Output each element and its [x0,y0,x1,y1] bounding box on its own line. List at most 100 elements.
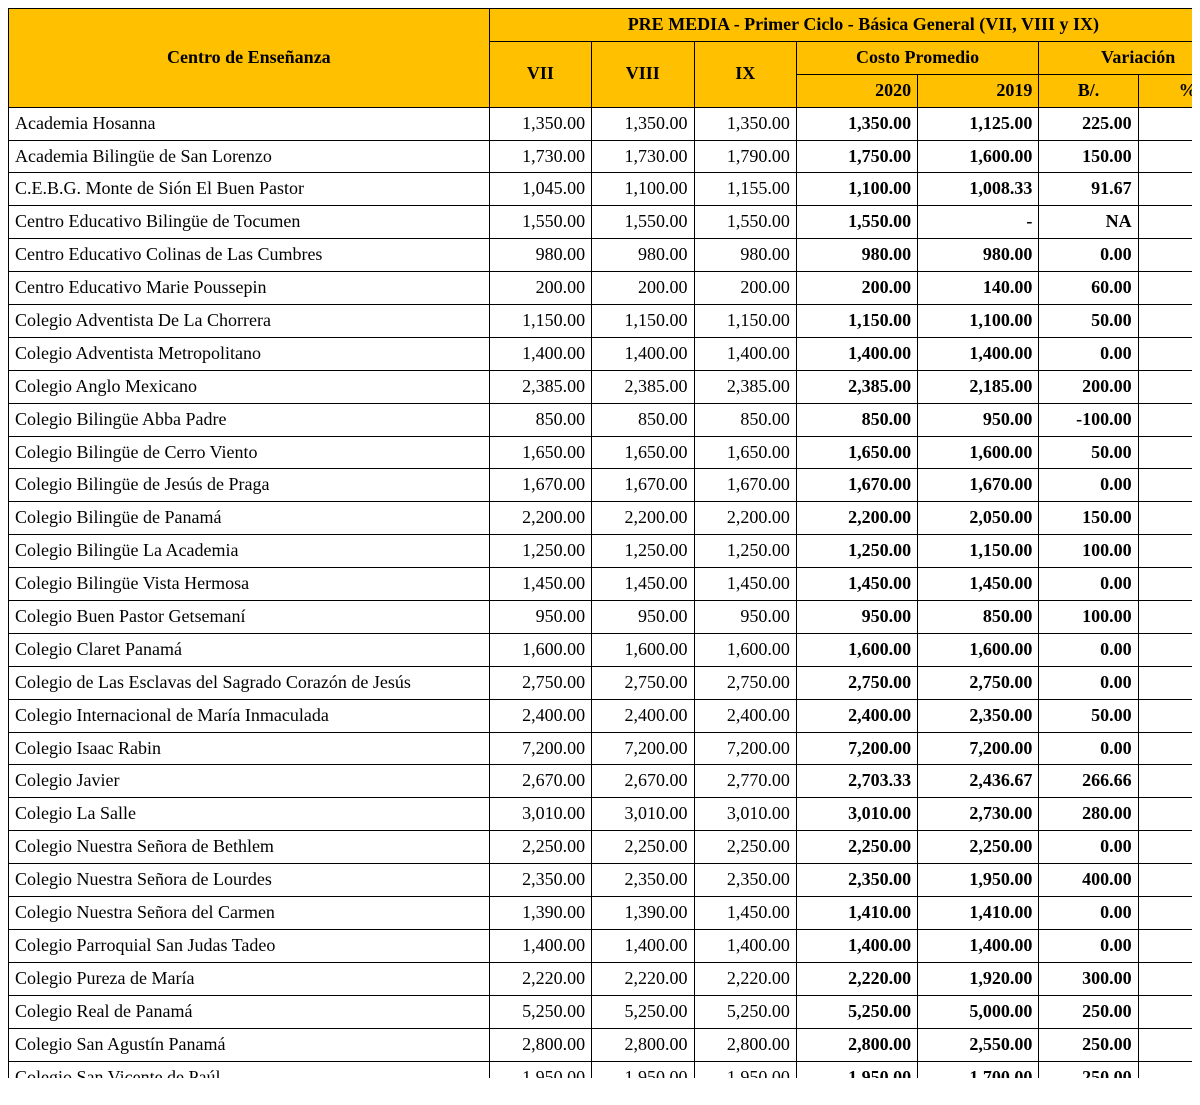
table-row: Colegio La Salle3,010.003,010.003,010.00… [9,798,1193,831]
horizontal-scroll[interactable]: Centro de Enseñanza PRE MEDIA - Primer C… [8,8,1192,1078]
cell-grade-vii: 950.00 [489,601,591,634]
cell-var-pct: 14.7 [1138,1061,1192,1078]
cell-var-pct: 5.0 [1138,995,1192,1028]
cell-avg-2020: 2,800.00 [796,1028,917,1061]
header-avg-group: Costo Promedio [796,41,1038,74]
cell-grade-ix: 1,600.00 [694,633,796,666]
cell-var-amount: 50.00 [1039,436,1138,469]
cell-var-pct: NA [1138,206,1192,239]
cell-var-amount: 0.00 [1039,568,1138,601]
cell-grade-vii: 2,350.00 [489,864,591,897]
cell-grade-vii: 1,450.00 [489,568,591,601]
table-row: Colegio Bilingüe Abba Padre850.00850.008… [9,403,1193,436]
table-row: Colegio Bilingüe Vista Hermosa1,450.001,… [9,568,1193,601]
cell-grade-vii: 1,390.00 [489,897,591,930]
cell-var-amount: -100.00 [1039,403,1138,436]
cell-grade-viii: 2,250.00 [592,831,694,864]
cell-school-name: Colegio Bilingüe de Panamá [9,502,490,535]
table-row: Colegio Internacional de María Inmaculad… [9,699,1193,732]
cell-grade-vii: 2,400.00 [489,699,591,732]
cell-var-amount: 0.00 [1039,666,1138,699]
cell-var-amount: 300.00 [1039,962,1138,995]
cell-var-pct: 0.0 [1138,666,1192,699]
header-avg-2020: 2020 [796,74,917,107]
table-row: Centro Educativo Marie Poussepin200.0020… [9,272,1193,305]
cell-school-name: Colegio San Vicente de Paúl [9,1061,490,1078]
cell-grade-vii: 2,385.00 [489,370,591,403]
cell-avg-2020: 950.00 [796,601,917,634]
cell-school-name: Colegio Real de Panamá [9,995,490,1028]
cell-var-amount: 0.00 [1039,732,1138,765]
cell-avg-2019: 1,410.00 [918,897,1039,930]
cell-avg-2020: 3,010.00 [796,798,917,831]
cell-school-name: Colegio Bilingüe de Cerro Viento [9,436,490,469]
cell-grade-ix: 1,790.00 [694,140,796,173]
table-viewport: Centro de Enseñanza PRE MEDIA - Primer C… [8,8,1192,1078]
cell-avg-2020: 2,200.00 [796,502,917,535]
cell-avg-2019: 1,125.00 [918,107,1039,140]
cell-grade-viii: 1,250.00 [592,535,694,568]
cell-var-amount: 0.00 [1039,337,1138,370]
cell-var-pct: 0.0 [1138,732,1192,765]
cell-grade-ix: 2,250.00 [694,831,796,864]
cell-school-name: Centro Educativo Bilingüe de Tocumen [9,206,490,239]
cell-avg-2020: 1,550.00 [796,206,917,239]
cell-avg-2019: 1,600.00 [918,140,1039,173]
cell-var-pct: 0.0 [1138,469,1192,502]
cell-grade-ix: 1,550.00 [694,206,796,239]
cell-var-amount: 0.00 [1039,633,1138,666]
cell-avg-2020: 2,703.33 [796,765,917,798]
cell-grade-ix: 2,220.00 [694,962,796,995]
cell-avg-2020: 2,220.00 [796,962,917,995]
cell-grade-vii: 1,350.00 [489,107,591,140]
cell-avg-2019: 1,670.00 [918,469,1039,502]
cell-avg-2019: 1,920.00 [918,962,1039,995]
cell-avg-2020: 1,450.00 [796,568,917,601]
cell-var-pct: 42.9 [1138,272,1192,305]
table-row: Colegio Bilingüe de Jesús de Praga1,670.… [9,469,1193,502]
cell-grade-viii: 7,200.00 [592,732,694,765]
cell-school-name: Colegio Claret Panamá [9,633,490,666]
cell-grade-ix: 1,155.00 [694,173,796,206]
cell-avg-2019: 1,400.00 [918,929,1039,962]
cell-var-amount: 91.67 [1039,173,1138,206]
cell-var-pct: 20.5 [1138,864,1192,897]
cell-grade-vii: 980.00 [489,239,591,272]
cell-avg-2020: 1,600.00 [796,633,917,666]
cell-avg-2020: 1,650.00 [796,436,917,469]
cell-grade-vii: 7,200.00 [489,732,591,765]
cell-avg-2019: 2,730.00 [918,798,1039,831]
table-row: Colegio Nuestra Señora de Bethlem2,250.0… [9,831,1193,864]
cell-grade-viii: 1,150.00 [592,305,694,338]
cell-var-pct: 0.0 [1138,337,1192,370]
header-grade-vii: VII [489,41,591,107]
cell-school-name: Academia Bilingüe de San Lorenzo [9,140,490,173]
cell-var-pct: 11.8 [1138,601,1192,634]
cell-var-amount: 200.00 [1039,370,1138,403]
cell-avg-2019: 980.00 [918,239,1039,272]
cell-school-name: Colegio Adventista Metropolitano [9,337,490,370]
cell-var-amount: NA [1039,206,1138,239]
cell-avg-2020: 1,750.00 [796,140,917,173]
cell-grade-vii: 1,550.00 [489,206,591,239]
cell-school-name: Colegio de Las Esclavas del Sagrado Cora… [9,666,490,699]
cell-var-pct: 0.0 [1138,831,1192,864]
cell-grade-viii: 1,670.00 [592,469,694,502]
cell-avg-2019: 2,250.00 [918,831,1039,864]
cell-grade-viii: 1,100.00 [592,173,694,206]
cell-grade-ix: 1,670.00 [694,469,796,502]
cell-school-name: Colegio Pureza de María [9,962,490,995]
cell-grade-viii: 2,200.00 [592,502,694,535]
cell-grade-vii: 1,950.00 [489,1061,591,1078]
cell-grade-vii: 1,250.00 [489,535,591,568]
cell-var-amount: 60.00 [1039,272,1138,305]
cell-grade-ix: 1,450.00 [694,897,796,930]
cell-var-pct: 0.0 [1138,897,1192,930]
cell-grade-ix: 1,400.00 [694,929,796,962]
table-row: Colegio Parroquial San Judas Tadeo1,400.… [9,929,1193,962]
cell-grade-viii: 1,950.00 [592,1061,694,1078]
cell-grade-ix: 2,770.00 [694,765,796,798]
cell-grade-viii: 2,385.00 [592,370,694,403]
cell-var-pct: 9.1 [1138,173,1192,206]
cell-grade-vii: 1,400.00 [489,337,591,370]
